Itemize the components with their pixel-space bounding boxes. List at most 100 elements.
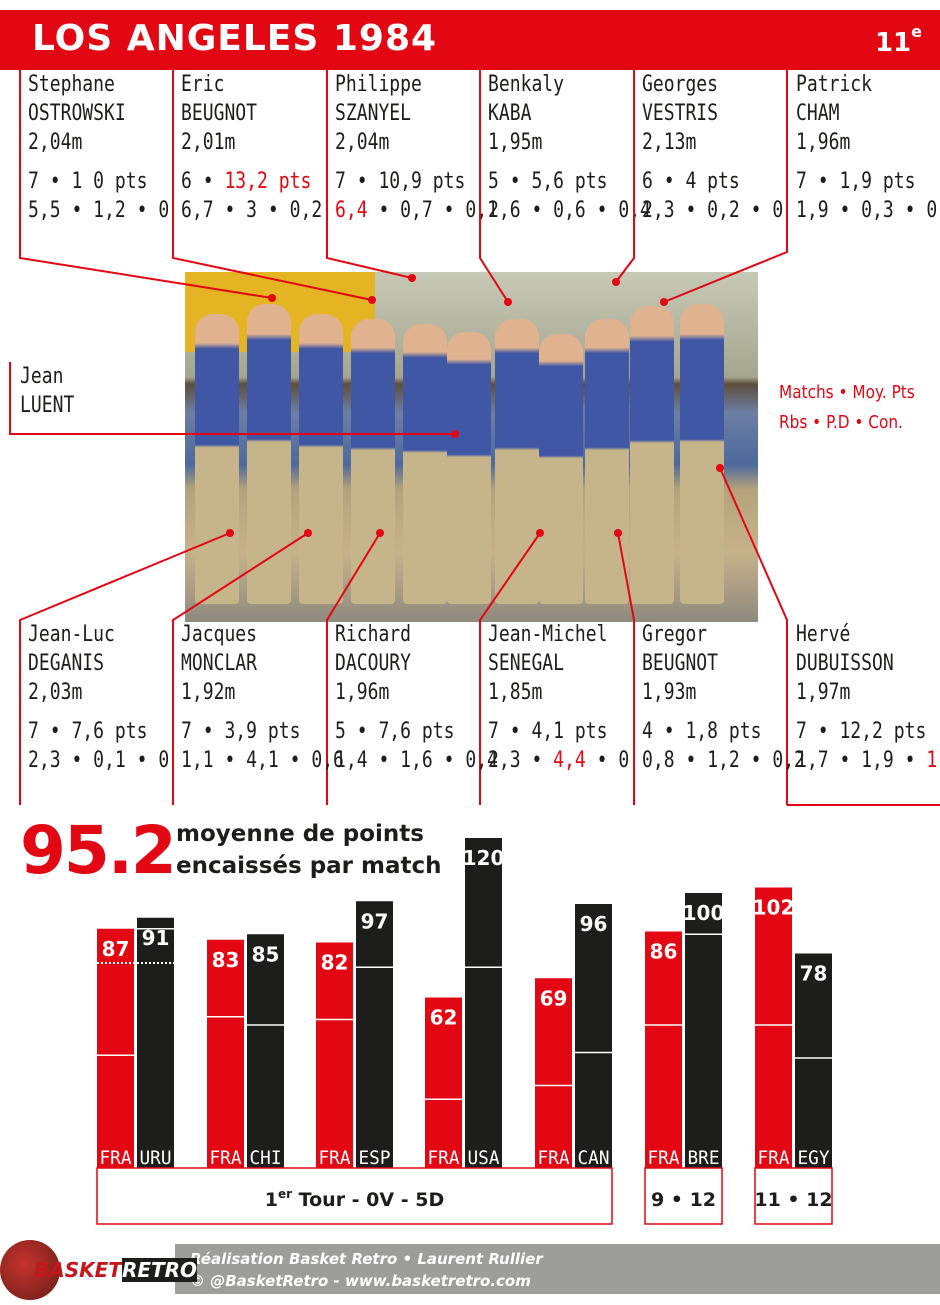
rank-number: 11 xyxy=(874,28,912,58)
connector-gregor-beugnot xyxy=(617,532,635,805)
bar-value-label: 62 xyxy=(430,1006,458,1030)
player-last-name: VESTRIS xyxy=(642,101,719,126)
team-label: FRA xyxy=(758,1147,791,1169)
player-reb-ast-blk: 1,9 • 0,3 • 0,3 xyxy=(796,198,940,223)
points-conceded-caption: moyenne de points encaissés par match xyxy=(176,818,442,882)
player-reb-ast-blk: 1,7 • 1,9 • 1 xyxy=(796,746,937,775)
team-label: CAN xyxy=(578,1147,610,1169)
player-figure xyxy=(247,304,291,604)
connector-monclar xyxy=(172,532,309,805)
page-title: LOS ANGELES 1984 xyxy=(32,18,438,59)
player-height: 2,03m xyxy=(28,680,83,705)
caption-line-2: encaissés par match xyxy=(176,853,442,879)
connector-vestris xyxy=(615,70,635,283)
bar-value-label: 85 xyxy=(252,942,280,966)
bar-value-label: 87 xyxy=(102,937,130,961)
player-card-ostrowski: Stephane OSTROWSKI 2,04m 7 • 1 0 pts 5,5… xyxy=(28,70,181,250)
player-assists-highlight: 4,4 xyxy=(553,748,586,773)
player-figure xyxy=(680,304,724,604)
player-first-name: Eric xyxy=(181,72,225,97)
player-games-points: 5 • 5,6 pts xyxy=(488,169,608,194)
group-label: 9 • 12 xyxy=(651,1189,716,1211)
player-points-highlight: 13,2 pts xyxy=(224,169,312,194)
player-card-cham: Patrick CHAM 1,96m 7 • 1,9 pts 1,9 • 0,3… xyxy=(796,70,940,250)
player-height: 1,97m xyxy=(796,680,851,705)
player-reb-ast-blk: 6,7 • 3 • 0,2 xyxy=(181,198,323,223)
player-figure xyxy=(539,334,583,604)
coach-first-name: Jean xyxy=(20,364,64,389)
bar-value-label: 102 xyxy=(753,896,795,920)
player-height: 1,85m xyxy=(488,680,543,705)
player-reb-ast-blk: 6,4 • 0,7 • 0,1 xyxy=(335,196,498,225)
bar-opponent xyxy=(795,953,832,1168)
connector-cham xyxy=(663,70,788,303)
player-games-points: 5 • 7,6 pts xyxy=(335,719,455,744)
marker-dot xyxy=(226,529,234,537)
marker-dot xyxy=(612,278,620,286)
player-height: 2,04m xyxy=(28,130,83,155)
player-games-points: 7 • 1,9 pts xyxy=(796,169,916,194)
player-ast-blk: • 0,7 • 0,1 xyxy=(367,198,498,223)
player-games-points: 7 • 4,1 pts xyxy=(488,719,608,744)
bar-opponent xyxy=(247,934,284,1168)
team-photo xyxy=(185,272,758,622)
connector-senegal xyxy=(479,532,541,805)
player-first-name: Hervé xyxy=(796,622,851,647)
player-rebounds: 2,3 • xyxy=(488,748,554,773)
team-label: FRA xyxy=(319,1147,352,1169)
marker-dot xyxy=(504,298,512,306)
footer-credit: Réalisation Basket Retro • Laurent Rulli… xyxy=(190,1250,543,1268)
stats-legend: Matchs • Moy. Pts Rbs • P.D • Con. xyxy=(779,378,939,438)
marker-dot xyxy=(268,294,276,302)
player-reb-ast-blk: 2,3 • 0,1 • 0 xyxy=(28,748,170,773)
player-last-name: BEUGNOT xyxy=(642,651,719,676)
team-label: FRA xyxy=(100,1147,133,1169)
player-blocks-highlight: 1 xyxy=(926,748,938,773)
team-label: USA xyxy=(468,1147,501,1169)
player-first-name: Richard xyxy=(335,622,412,647)
bar-france xyxy=(425,997,462,1168)
team-label: FRA xyxy=(428,1147,461,1169)
player-games-points: 6 • 4 pts xyxy=(642,169,740,194)
player-reb-ast-blk: 0,8 • 1,2 • 0,2 xyxy=(642,748,805,773)
bar-opponent xyxy=(465,838,502,1168)
bar-france xyxy=(535,978,572,1168)
player-card-dubuisson: Hervé DUBUISSON 1,97m 7 • 12,2 pts 1,7 •… xyxy=(796,620,940,800)
coach-label: Jean LUENT xyxy=(20,362,86,420)
legend-line-2: Rbs • P.D • Con. xyxy=(779,412,903,433)
player-card-monclar: Jacques MONCLAR 1,92m 7 • 3,9 pts 1,1 • … xyxy=(181,620,344,800)
player-figure xyxy=(299,314,343,604)
bar-value-label: 69 xyxy=(540,986,568,1010)
player-last-name: OSTROWSKI xyxy=(28,101,126,126)
connector-dacoury xyxy=(326,532,381,805)
player-height: 2,01m xyxy=(181,130,236,155)
bar-value-label: 83 xyxy=(212,948,240,972)
player-card-kaba: Benkaly KABA 1,95m 5 • 5,6 pts 2,6 • 0,6… xyxy=(488,70,651,250)
bar-france xyxy=(97,928,134,1168)
connector-kaba xyxy=(479,70,509,303)
connector-deganis xyxy=(19,532,231,805)
marker-dot xyxy=(716,464,724,472)
group-bracket xyxy=(754,1167,833,1225)
player-card-gregor-beugnot: Gregor BEUGNOT 1,93m 4 • 1,8 pts 0,8 • 1… xyxy=(642,620,805,800)
player-last-name: SENEGAL xyxy=(488,651,565,676)
player-first-name: Jacques xyxy=(181,622,258,647)
bar-france xyxy=(316,942,353,1168)
logo-word-basket: BASKET xyxy=(34,1258,122,1282)
player-first-name: Stephane xyxy=(28,72,115,97)
basket-retro-logo: BASKETRETRO xyxy=(0,1240,198,1300)
player-height: 2,04m xyxy=(335,130,390,155)
player-height: 1,93m xyxy=(642,680,697,705)
group-bracket xyxy=(96,1167,613,1225)
player-reb-ast-blk: 2,3 • 0,2 • 0 xyxy=(642,198,784,223)
player-figure xyxy=(403,324,447,604)
player-last-name: SZANYEL xyxy=(335,101,412,126)
bar-opponent xyxy=(685,893,722,1168)
player-first-name: Jean-Michel xyxy=(488,622,608,647)
marker-dot xyxy=(304,529,312,537)
bar-value-label: 97 xyxy=(361,909,389,933)
player-card-deganis: Jean-Luc DEGANIS 2,03m 7 • 7,6 pts 2,3 •… xyxy=(28,620,181,800)
player-games-points: 4 • 1,8 pts xyxy=(642,719,762,744)
team-label: FRA xyxy=(210,1147,243,1169)
bar-value-label: 100 xyxy=(683,901,725,925)
